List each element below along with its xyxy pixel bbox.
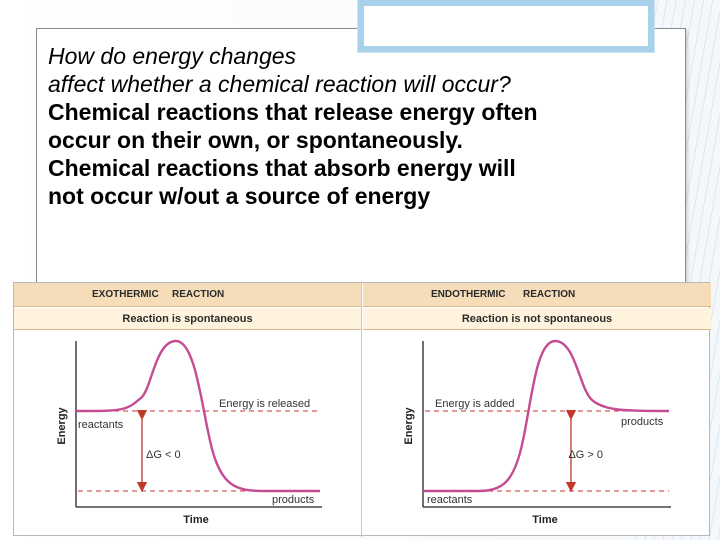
exothermic-header-reaction: REACTION xyxy=(172,289,225,300)
endothermic-svg: Energy Time Energy is added reactants pr… xyxy=(403,339,671,526)
bold-line-2: occur on their own, or spontaneously. xyxy=(48,127,463,153)
delta-g-label: ΔG > 0 xyxy=(568,449,603,461)
products-label: products xyxy=(272,494,315,506)
bold-line-3: Chemical reactions that absorb energy wi… xyxy=(48,155,516,181)
slide-body-text: How do energy changes affect whether a c… xyxy=(48,42,668,210)
exothermic-subheader: Reaction is spontaneous xyxy=(14,308,361,330)
exothermic-header: EXOTHERMIC REACTION xyxy=(14,283,361,307)
energy-curve xyxy=(423,339,670,493)
bold-line-1: Chemical reactions that release energy o… xyxy=(48,99,538,125)
endothermic-panel: ENDOTHERMIC REACTION Reaction is not spo… xyxy=(363,283,711,537)
reactants-label: reactants xyxy=(78,419,124,431)
y-axis-label: Energy xyxy=(56,406,68,444)
products-label: products xyxy=(621,416,664,428)
x-axis-label: Time xyxy=(183,514,208,526)
title-placeholder xyxy=(358,0,654,52)
exothermic-svg: Energy Time Energy is released reactants… xyxy=(56,339,322,526)
text-box xyxy=(36,28,686,288)
question-line-1: How do energy changes xyxy=(48,43,297,69)
energy-change-label: Energy is added xyxy=(435,398,515,410)
endothermic-header-reaction: REACTION xyxy=(523,289,576,300)
endothermic-subheader: Reaction is not spontaneous xyxy=(363,308,711,330)
endothermic-plot: Energy Time Energy is added reactants pr… xyxy=(363,331,711,537)
exothermic-plot: Energy Time Energy is released reactants… xyxy=(14,331,362,537)
bold-line-4: not occur w/out a source of energy xyxy=(48,183,431,209)
exothermic-panel: EXOTHERMIC REACTION Reaction is spontane… xyxy=(14,283,362,537)
y-axis-label: Energy xyxy=(403,406,415,444)
energy-curve xyxy=(75,339,320,493)
reactants-label: reactants xyxy=(427,494,473,506)
exothermic-header-word: EXOTHERMIC xyxy=(92,289,159,300)
x-axis-label: Time xyxy=(532,514,557,526)
question-line-2: affect whether a chemical reaction will … xyxy=(48,71,511,97)
energy-change-label: Energy is released xyxy=(219,398,310,410)
endothermic-header-word: ENDOTHERMIC xyxy=(431,289,506,300)
endothermic-header: ENDOTHERMIC REACTION xyxy=(363,283,711,307)
energy-diagram: EXOTHERMIC REACTION Reaction is spontane… xyxy=(13,282,711,537)
delta-g-label: ΔG < 0 xyxy=(146,449,181,461)
